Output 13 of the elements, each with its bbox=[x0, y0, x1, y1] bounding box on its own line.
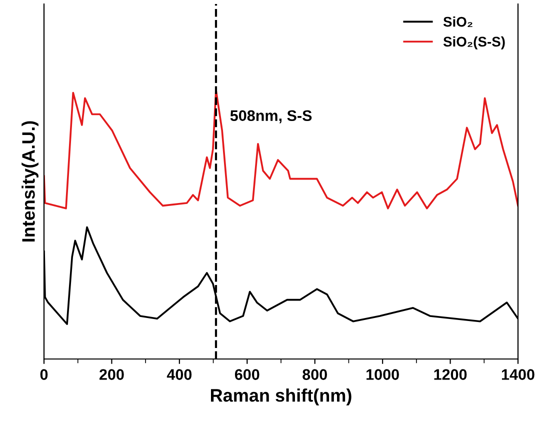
x-tick-label: 800 bbox=[302, 369, 327, 380]
x-tick-label: 200 bbox=[100, 369, 124, 380]
y-axis-title: Intensity(A.U.) bbox=[22, 121, 38, 242]
legend-label: SiO₂(S-S) bbox=[443, 36, 505, 50]
x-tick-label: 400 bbox=[166, 369, 192, 380]
x-tick-label: 0 bbox=[40, 369, 48, 380]
legend-label: SiO₂ bbox=[443, 16, 472, 27]
annotation: 508nm, S-S bbox=[230, 110, 312, 124]
x-axis-title: Raman shift(nm) bbox=[210, 388, 352, 406]
x-tick-label: 1000 bbox=[366, 369, 399, 380]
x-tick-label: 600 bbox=[234, 369, 260, 380]
x-tick-label: 1200 bbox=[434, 369, 467, 380]
x-tick-label: 1400 bbox=[502, 369, 534, 380]
